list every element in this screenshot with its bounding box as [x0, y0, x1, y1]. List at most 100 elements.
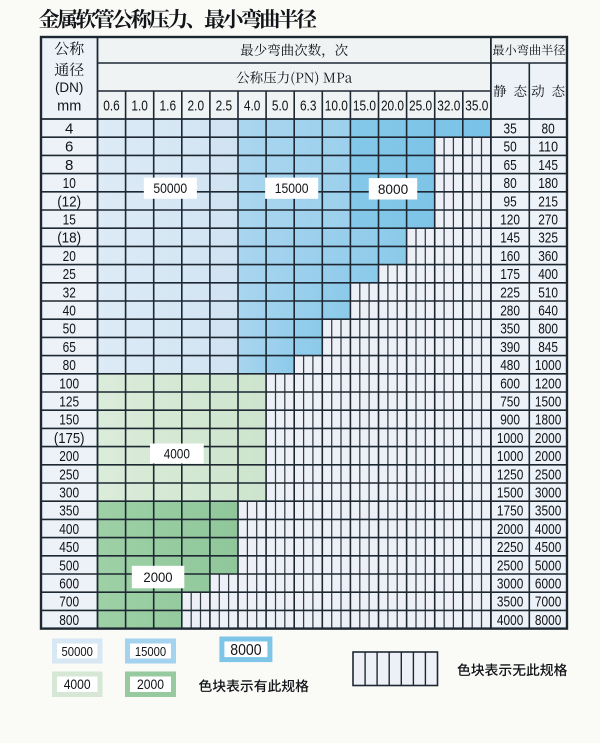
svg-text:500: 500 — [59, 557, 79, 574]
svg-text:6.3: 6.3 — [300, 97, 317, 114]
svg-text:270: 270 — [538, 212, 558, 229]
svg-text:640: 640 — [538, 303, 558, 320]
svg-text:2000: 2000 — [143, 569, 172, 585]
svg-text:145: 145 — [538, 157, 558, 174]
svg-text:110: 110 — [538, 139, 558, 156]
svg-text:0.6: 0.6 — [103, 97, 120, 114]
svg-text:3500: 3500 — [535, 503, 561, 520]
svg-text:80: 80 — [542, 121, 555, 138]
svg-text:3500: 3500 — [497, 594, 523, 611]
svg-text:2000: 2000 — [535, 448, 561, 465]
svg-text:900: 900 — [500, 412, 520, 429]
svg-text:15000: 15000 — [135, 644, 166, 659]
svg-text:50000: 50000 — [62, 644, 93, 659]
svg-text:4: 4 — [65, 121, 73, 138]
svg-text:200: 200 — [59, 448, 79, 465]
svg-text:6: 6 — [65, 139, 73, 156]
svg-text:(DN): (DN) — [55, 80, 84, 95]
svg-text:180: 180 — [538, 175, 558, 192]
svg-text:50000: 50000 — [153, 180, 187, 196]
svg-text:1500: 1500 — [535, 394, 561, 411]
svg-text:80: 80 — [63, 357, 76, 374]
svg-text:40: 40 — [63, 303, 76, 320]
svg-text:35.0: 35.0 — [465, 97, 488, 114]
svg-text:32: 32 — [63, 284, 76, 301]
svg-text:480: 480 — [500, 357, 520, 374]
svg-text:845: 845 — [538, 339, 558, 356]
svg-text:32.0: 32.0 — [437, 97, 460, 114]
svg-text:2000: 2000 — [497, 521, 523, 538]
svg-text:7000: 7000 — [535, 594, 561, 611]
svg-text:1000: 1000 — [497, 430, 523, 447]
svg-text:2000: 2000 — [137, 677, 164, 692]
svg-text:1.6: 1.6 — [160, 97, 177, 114]
svg-text:95: 95 — [504, 193, 517, 210]
svg-text:3000: 3000 — [535, 485, 561, 502]
svg-text:10: 10 — [63, 175, 76, 192]
svg-text:10.0: 10.0 — [325, 97, 348, 114]
svg-text:800: 800 — [59, 612, 79, 629]
svg-text:800: 800 — [538, 321, 558, 338]
svg-text:(12): (12) — [57, 193, 81, 210]
svg-text:1250: 1250 — [497, 466, 523, 483]
svg-text:2500: 2500 — [497, 557, 523, 574]
svg-text:1500: 1500 — [497, 485, 523, 502]
svg-text:50: 50 — [504, 139, 517, 156]
svg-text:15: 15 — [63, 212, 76, 229]
svg-text:8000: 8000 — [535, 612, 561, 629]
svg-text:3000: 3000 — [497, 576, 523, 593]
svg-text:35: 35 — [504, 121, 517, 138]
svg-text:175: 175 — [500, 266, 520, 283]
svg-text:360: 360 — [538, 248, 558, 265]
svg-text:25: 25 — [63, 266, 76, 283]
svg-text:2.5: 2.5 — [216, 97, 233, 114]
svg-text:6000: 6000 — [535, 576, 561, 593]
svg-text:5000: 5000 — [535, 557, 561, 574]
svg-text:50: 50 — [63, 321, 76, 338]
svg-text:325: 325 — [538, 230, 558, 247]
svg-text:5.0: 5.0 — [272, 97, 289, 114]
svg-text:250: 250 — [59, 466, 79, 483]
svg-text:65: 65 — [504, 157, 517, 174]
svg-text:(175): (175) — [54, 430, 85, 447]
svg-text:20.0: 20.0 — [381, 97, 404, 114]
svg-text:4500: 4500 — [535, 539, 561, 556]
svg-text:8000: 8000 — [378, 181, 409, 197]
svg-text:4000: 4000 — [535, 521, 561, 538]
svg-text:1800: 1800 — [535, 412, 561, 429]
svg-text:225: 225 — [500, 284, 520, 301]
svg-text:4000: 4000 — [497, 612, 523, 629]
svg-text:(18): (18) — [57, 230, 81, 247]
svg-text:1000: 1000 — [535, 357, 561, 374]
svg-text:8: 8 — [65, 157, 73, 174]
svg-text:65: 65 — [63, 339, 76, 356]
svg-text:25.0: 25.0 — [409, 97, 432, 114]
svg-text:350: 350 — [59, 503, 79, 520]
svg-text:2250: 2250 — [497, 539, 523, 556]
svg-text:mm: mm — [57, 99, 81, 115]
svg-text:145: 145 — [500, 230, 520, 247]
svg-text:8000: 8000 — [230, 642, 261, 659]
svg-text:20: 20 — [63, 248, 76, 265]
svg-text:215: 215 — [538, 193, 558, 210]
svg-text:400: 400 — [538, 266, 558, 283]
svg-text:15.0: 15.0 — [353, 97, 376, 114]
svg-text:600: 600 — [500, 375, 520, 392]
svg-text:160: 160 — [500, 248, 520, 265]
svg-text:700: 700 — [59, 594, 79, 611]
svg-text:100: 100 — [59, 375, 79, 392]
svg-text:750: 750 — [500, 394, 520, 411]
svg-text:2000: 2000 — [535, 430, 561, 447]
svg-text:510: 510 — [538, 284, 558, 301]
svg-text:1.0: 1.0 — [131, 97, 148, 114]
svg-text:2500: 2500 — [535, 466, 561, 483]
svg-text:300: 300 — [59, 485, 79, 502]
svg-text:125: 125 — [59, 394, 79, 411]
svg-text:450: 450 — [59, 539, 79, 556]
svg-text:600: 600 — [59, 576, 79, 593]
svg-text:1000: 1000 — [497, 448, 523, 465]
svg-text:150: 150 — [59, 412, 79, 429]
svg-text:120: 120 — [500, 212, 520, 229]
svg-text:1200: 1200 — [535, 375, 561, 392]
svg-text:350: 350 — [500, 321, 520, 338]
